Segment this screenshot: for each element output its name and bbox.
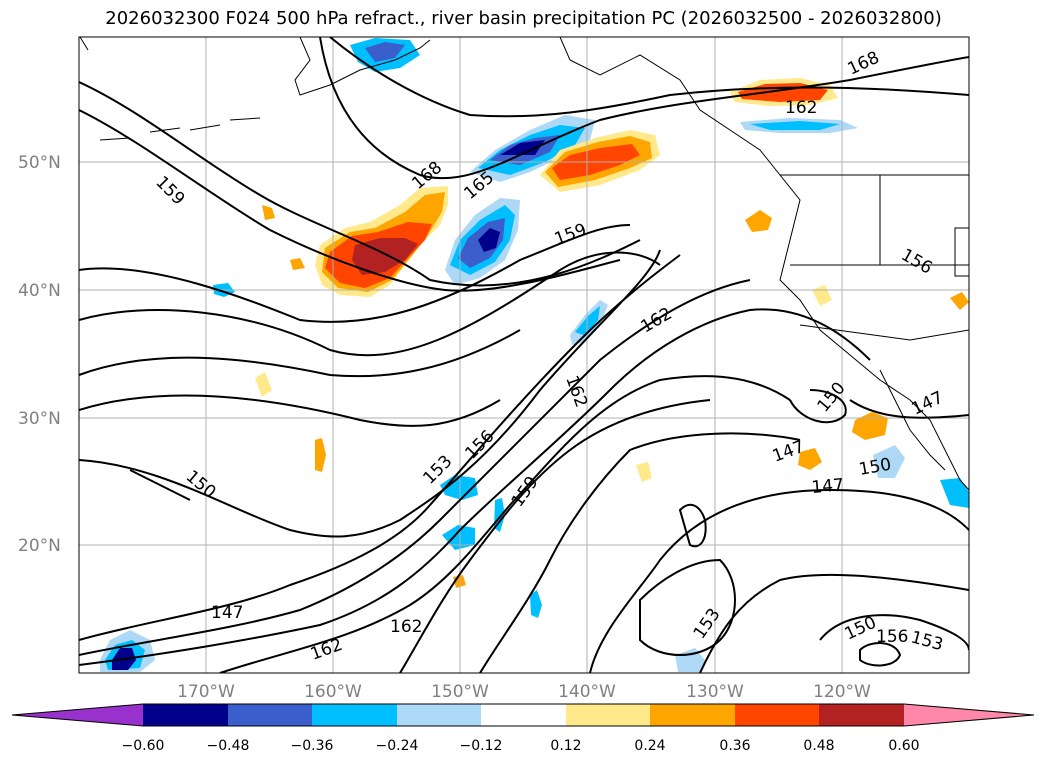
colorbar-outline xyxy=(11,703,1035,727)
lon-label: 160°W xyxy=(304,682,362,702)
lat-label: 50°N xyxy=(18,153,61,173)
contour-label: 162 xyxy=(785,98,817,118)
lon-label: 150°W xyxy=(431,682,489,702)
colorbar-tick-label: 0.12 xyxy=(550,738,581,754)
colorbar-segment xyxy=(12,704,143,726)
positive-anomaly-region xyxy=(255,372,272,397)
negative-anomaly-region xyxy=(365,42,405,62)
positive-anomaly-region xyxy=(636,462,652,482)
latitude-labels: 50°N 40°N 30°N 20°N xyxy=(18,153,61,556)
negative-anomaly-region xyxy=(478,228,500,252)
colorbar-tick-label: −0.24 xyxy=(376,738,419,754)
colorbar-tick-label: 0.48 xyxy=(803,738,834,754)
longitude-labels: 170°W 160°W 150°W 140°W 130°W 120°W xyxy=(177,682,871,702)
graticule xyxy=(79,37,969,673)
positive-anomaly-region xyxy=(852,412,888,440)
lon-label: 130°W xyxy=(686,682,744,702)
contour-label: 147 xyxy=(811,475,845,498)
negative-anomaly-region xyxy=(873,445,905,478)
contour-label: 156 xyxy=(876,627,908,647)
colorbar-tick-label: −0.36 xyxy=(291,738,334,754)
lat-label: 20°N xyxy=(18,536,61,556)
map-area xyxy=(79,37,969,673)
colorbar-tick-label: −0.12 xyxy=(460,738,503,754)
colorbar-tick-label: 0.36 xyxy=(719,738,750,754)
negative-anomaly-region xyxy=(530,590,542,618)
map-frame xyxy=(78,36,970,674)
colorbar-segment xyxy=(650,704,735,726)
colorbar-segment xyxy=(735,704,819,726)
positive-anomaly-region xyxy=(315,438,326,472)
colorbar-segment xyxy=(904,704,1034,726)
colorbar-segment xyxy=(481,704,566,726)
colorbar: −0.60 −0.48 −0.36 −0.24 −0.12 0.12 0.24 … xyxy=(11,703,1035,754)
positive-anomaly-region xyxy=(798,448,822,470)
contour-label: 147 xyxy=(211,603,243,623)
colorbar-tick-label: 0.60 xyxy=(888,738,919,754)
colorbar-segment xyxy=(566,704,650,726)
colorbar-segment xyxy=(819,704,904,726)
lon-label: 140°W xyxy=(558,682,616,702)
negative-anomaly-region xyxy=(940,478,969,508)
colorbar-segment xyxy=(397,704,481,726)
lon-label: 120°W xyxy=(813,682,871,702)
positive-anomaly-region xyxy=(290,258,305,270)
colorbar-tick-label: −0.60 xyxy=(122,738,165,754)
lat-label: 30°N xyxy=(18,409,61,429)
lat-label: 40°N xyxy=(18,281,61,301)
positive-anomaly-region xyxy=(950,292,969,310)
negative-anomaly-region xyxy=(750,121,840,130)
colorbar-segment xyxy=(228,704,312,726)
positive-anomaly-region xyxy=(745,210,772,232)
negative-anomaly-region xyxy=(442,525,475,550)
map-title: 2026032300 F024 500 hPa refract., river … xyxy=(105,8,942,29)
positive-anomaly-region xyxy=(262,205,275,220)
colorbar-tick-label: −0.48 xyxy=(207,738,250,754)
negative-anomaly-region xyxy=(440,475,478,500)
colorbar-tick-label: 0.24 xyxy=(634,738,665,754)
lon-label: 170°W xyxy=(177,682,235,702)
coastlines xyxy=(79,37,969,491)
contour-label: 162 xyxy=(390,617,422,637)
colorbar-segment xyxy=(312,704,397,726)
colorbar-segment xyxy=(143,704,228,726)
negative-anomaly-region xyxy=(500,140,545,155)
contour-lines xyxy=(79,37,969,673)
